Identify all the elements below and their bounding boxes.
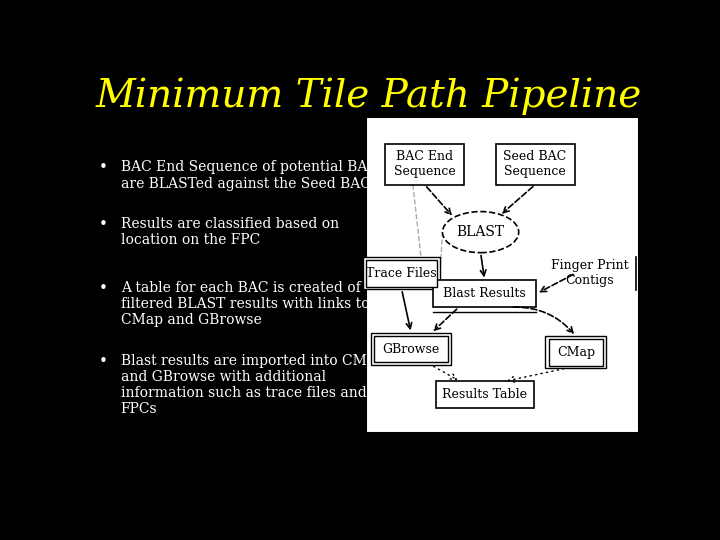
Text: BAC End Sequence of potential BACs
are BLASTed against the Seed BACs: BAC End Sequence of potential BACs are B…	[121, 160, 384, 191]
FancyBboxPatch shape	[436, 381, 534, 408]
Text: •: •	[99, 160, 107, 176]
Text: Blast Results: Blast Results	[444, 287, 526, 300]
Text: Trace Files: Trace Files	[366, 267, 437, 280]
Text: •: •	[99, 217, 107, 232]
FancyBboxPatch shape	[549, 339, 603, 366]
Text: A table for each BAC is created of
filtered BLAST results with links to
CMap and: A table for each BAC is created of filte…	[121, 281, 369, 327]
FancyBboxPatch shape	[545, 336, 606, 368]
Text: GBrowse: GBrowse	[382, 342, 440, 355]
Text: Results Table: Results Table	[442, 388, 527, 401]
Text: •: •	[99, 354, 107, 369]
FancyBboxPatch shape	[366, 117, 639, 433]
FancyBboxPatch shape	[433, 280, 536, 307]
Text: Seed BAC
Sequence: Seed BAC Sequence	[503, 150, 567, 178]
FancyBboxPatch shape	[495, 144, 575, 185]
FancyBboxPatch shape	[363, 257, 441, 289]
FancyBboxPatch shape	[385, 144, 464, 185]
Text: Minimum Tile Path Pipeline: Minimum Tile Path Pipeline	[96, 77, 642, 114]
Text: Blast results are imported into CMap
and GBrowse with additional
information suc: Blast results are imported into CMap and…	[121, 354, 384, 416]
FancyBboxPatch shape	[371, 333, 451, 365]
Ellipse shape	[443, 212, 518, 253]
Text: •: •	[99, 281, 107, 296]
FancyBboxPatch shape	[366, 260, 437, 287]
Text: BLAST: BLAST	[456, 225, 505, 239]
Text: Finger Print
Contigs: Finger Print Contigs	[551, 259, 629, 287]
Text: CMap: CMap	[557, 346, 595, 359]
Text: BAC End
Sequence: BAC End Sequence	[394, 150, 456, 178]
FancyBboxPatch shape	[374, 336, 448, 362]
Text: Results are classified based on
location on the FPC: Results are classified based on location…	[121, 217, 339, 247]
